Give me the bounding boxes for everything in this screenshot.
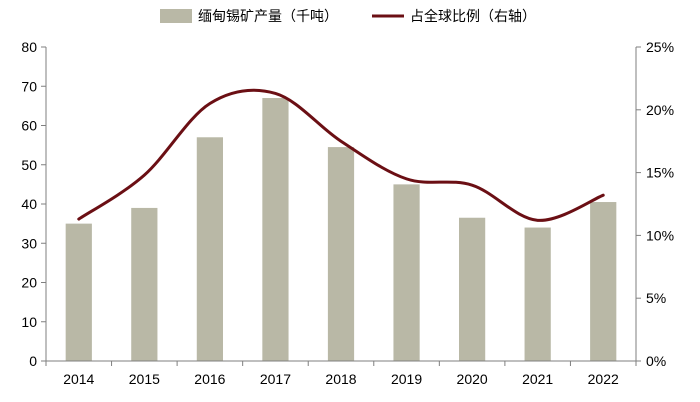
y-left-tick-label: 40 <box>21 196 37 212</box>
legend-swatch-production <box>160 9 192 23</box>
legend-label-production: 缅甸锡矿产量（千吨） <box>198 9 338 25</box>
bar <box>393 184 420 361</box>
y-left-tick-label: 80 <box>21 39 37 55</box>
y-left-tick-label: 70 <box>21 78 37 94</box>
share-line <box>77 88 605 222</box>
bar <box>262 98 289 362</box>
x-tick-label: 2022 <box>588 371 619 387</box>
legend: 缅甸锡矿产量（千吨） 占全球比例（右轴） <box>160 8 536 25</box>
x-tick-label: 2016 <box>194 371 225 387</box>
x-tick-label: 2019 <box>391 371 422 387</box>
y-right-tick-label: 25% <box>646 39 674 55</box>
y-left-tick-label: 30 <box>21 235 37 251</box>
y-right-tick-label: 0% <box>646 353 666 369</box>
y-right-tick-label: 20% <box>646 102 674 118</box>
bar <box>327 147 355 361</box>
bar <box>131 207 158 361</box>
plot-area: 0 10 20 30 40 50 60 70 80 0% 5% 10% 15% 20% 25% 2014 201… <box>21 39 674 387</box>
y-right-tick-label: 10% <box>646 227 674 243</box>
bar <box>65 223 92 361</box>
x-tick-label: 2017 <box>260 371 291 387</box>
y-right-tick-label: 5% <box>646 290 666 306</box>
y-left-tick-label: 50 <box>21 157 37 173</box>
bar <box>459 217 486 361</box>
x-tick-label: 2020 <box>457 371 488 387</box>
bar <box>590 202 617 361</box>
bar <box>524 227 551 361</box>
y-left-tick-label: 20 <box>21 275 37 291</box>
y-left-tick-label: 10 <box>21 314 37 330</box>
x-tick-label: 2015 <box>129 371 160 387</box>
x-tick-label: 2014 <box>63 371 94 387</box>
bar <box>196 137 223 361</box>
y-left-tick-label: 60 <box>21 118 37 134</box>
x-tick-label: 2018 <box>325 371 356 387</box>
y-right-tick-label: 15% <box>646 165 674 181</box>
legend-label-share: 占全球比例（右轴） <box>410 8 536 25</box>
y-left-tick-label: 0 <box>29 353 37 369</box>
x-tick-label: 2021 <box>522 371 553 387</box>
